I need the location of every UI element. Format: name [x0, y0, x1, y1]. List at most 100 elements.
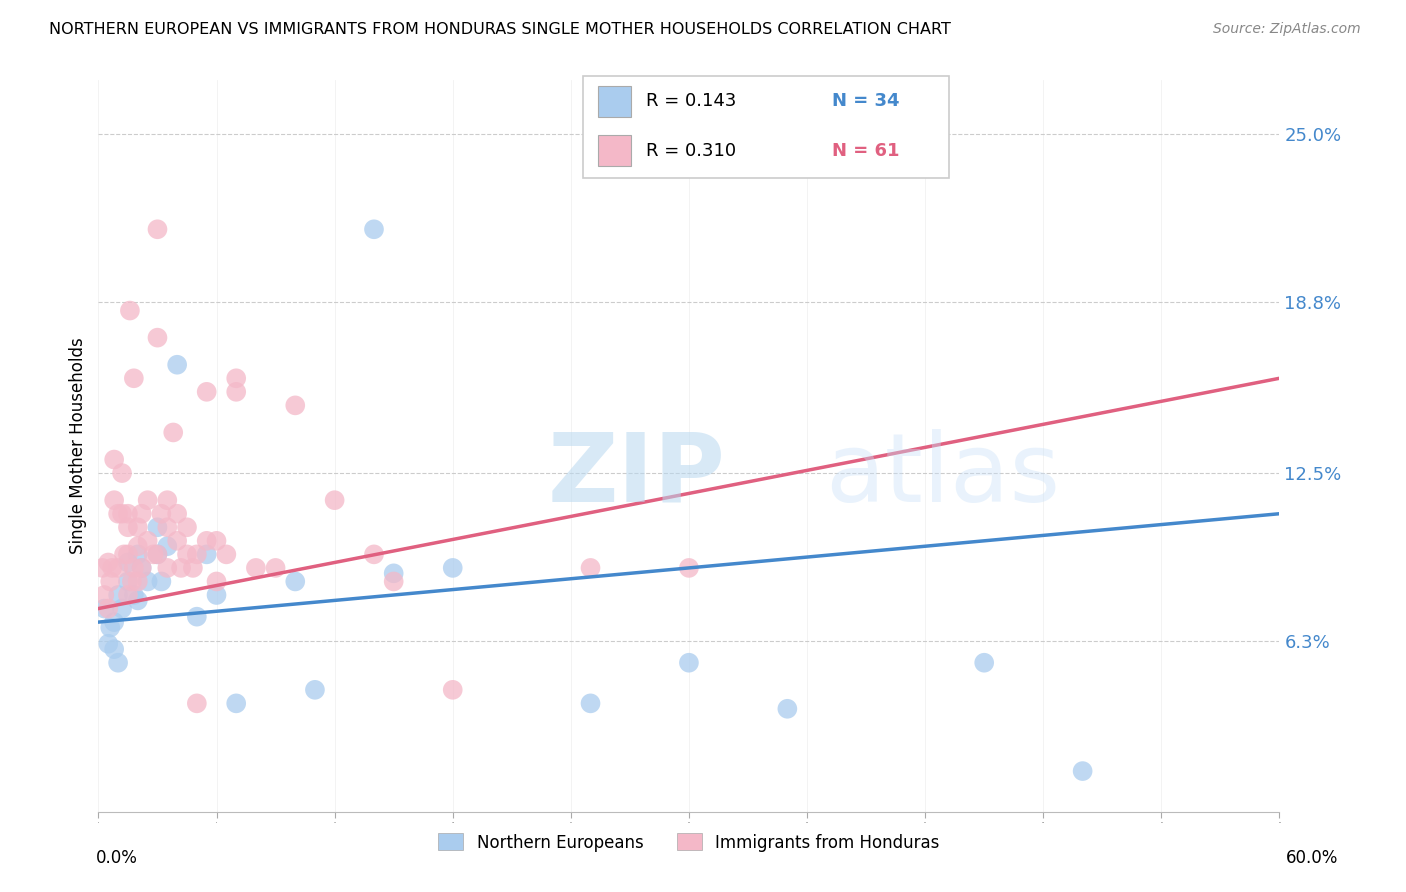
Point [176, 520, 198, 534]
Point [382, 574, 405, 589]
Point [382, 566, 405, 581]
Text: N = 61: N = 61 [832, 142, 900, 160]
Point [205, 588, 228, 602]
Point [195, 547, 218, 561]
Point [225, 697, 247, 711]
Point [98, 620, 121, 634]
Point [166, 507, 188, 521]
Point [678, 656, 700, 670]
Point [103, 493, 125, 508]
Point [127, 574, 149, 589]
FancyBboxPatch shape [598, 87, 631, 117]
Point [117, 556, 139, 570]
Point [97, 601, 120, 615]
Point [1071, 764, 1094, 778]
Point [162, 425, 184, 440]
Point [304, 682, 326, 697]
Text: 60.0%: 60.0% [1286, 849, 1339, 867]
Point [973, 656, 995, 670]
Point [363, 547, 385, 561]
Point [156, 493, 179, 508]
Point [441, 682, 464, 697]
Point [131, 507, 153, 521]
Point [264, 561, 287, 575]
Point [205, 533, 228, 548]
Point [146, 222, 169, 236]
Point [122, 561, 145, 575]
Point [111, 507, 134, 521]
Point [117, 507, 139, 521]
Text: N = 34: N = 34 [832, 93, 900, 111]
Point [150, 507, 173, 521]
Text: R = 0.310: R = 0.310 [645, 142, 735, 160]
Point [103, 452, 125, 467]
Point [195, 384, 218, 399]
Point [103, 615, 125, 629]
Text: NORTHERN EUROPEAN VS IMMIGRANTS FROM HONDURAS SINGLE MOTHER HOUSEHOLDS CORRELATI: NORTHERN EUROPEAN VS IMMIGRANTS FROM HON… [49, 22, 950, 37]
Point [107, 656, 129, 670]
Point [166, 533, 188, 548]
Point [112, 547, 135, 561]
Point [678, 561, 700, 575]
Point [91, 561, 114, 575]
Point [97, 556, 120, 570]
Point [579, 561, 602, 575]
Point [136, 493, 159, 508]
Point [97, 637, 120, 651]
Point [111, 466, 134, 480]
Text: Source: ZipAtlas.com: Source: ZipAtlas.com [1213, 22, 1361, 37]
Point [107, 507, 129, 521]
Point [225, 384, 247, 399]
Point [122, 588, 145, 602]
Legend: Northern Europeans, Immigrants from Honduras: Northern Europeans, Immigrants from Hond… [432, 827, 946, 858]
Point [117, 574, 139, 589]
Point [146, 520, 169, 534]
Point [136, 533, 159, 548]
Text: ZIP: ZIP [547, 429, 725, 522]
Point [131, 561, 153, 575]
Point [142, 547, 165, 561]
Point [118, 303, 141, 318]
Point [284, 398, 307, 412]
Text: atlas: atlas [825, 429, 1060, 522]
FancyBboxPatch shape [598, 136, 631, 166]
Point [93, 601, 115, 615]
FancyBboxPatch shape [583, 76, 949, 178]
Text: 0.0%: 0.0% [96, 849, 138, 867]
Point [111, 601, 134, 615]
Point [225, 371, 247, 385]
Point [363, 222, 385, 236]
Point [186, 547, 208, 561]
Point [323, 493, 346, 508]
Point [181, 561, 204, 575]
Point [441, 561, 464, 575]
Point [101, 561, 124, 575]
Point [103, 642, 125, 657]
Point [146, 331, 169, 345]
Point [122, 371, 145, 385]
Point [136, 574, 159, 589]
Point [117, 520, 139, 534]
Point [176, 547, 198, 561]
Point [156, 520, 179, 534]
Point [117, 547, 139, 561]
Point [131, 561, 153, 575]
Point [170, 561, 193, 575]
Point [127, 593, 149, 607]
Point [107, 561, 129, 575]
Point [93, 588, 115, 602]
Text: R = 0.143: R = 0.143 [645, 93, 735, 111]
Point [98, 574, 121, 589]
Point [121, 574, 143, 589]
Point [166, 358, 188, 372]
Point [107, 588, 129, 602]
Point [186, 609, 208, 624]
Point [776, 702, 799, 716]
Point [284, 574, 307, 589]
Point [156, 539, 179, 553]
Point [146, 547, 169, 561]
Point [579, 697, 602, 711]
Y-axis label: Single Mother Households: Single Mother Households [69, 338, 87, 554]
Point [195, 533, 218, 548]
Point [215, 547, 238, 561]
